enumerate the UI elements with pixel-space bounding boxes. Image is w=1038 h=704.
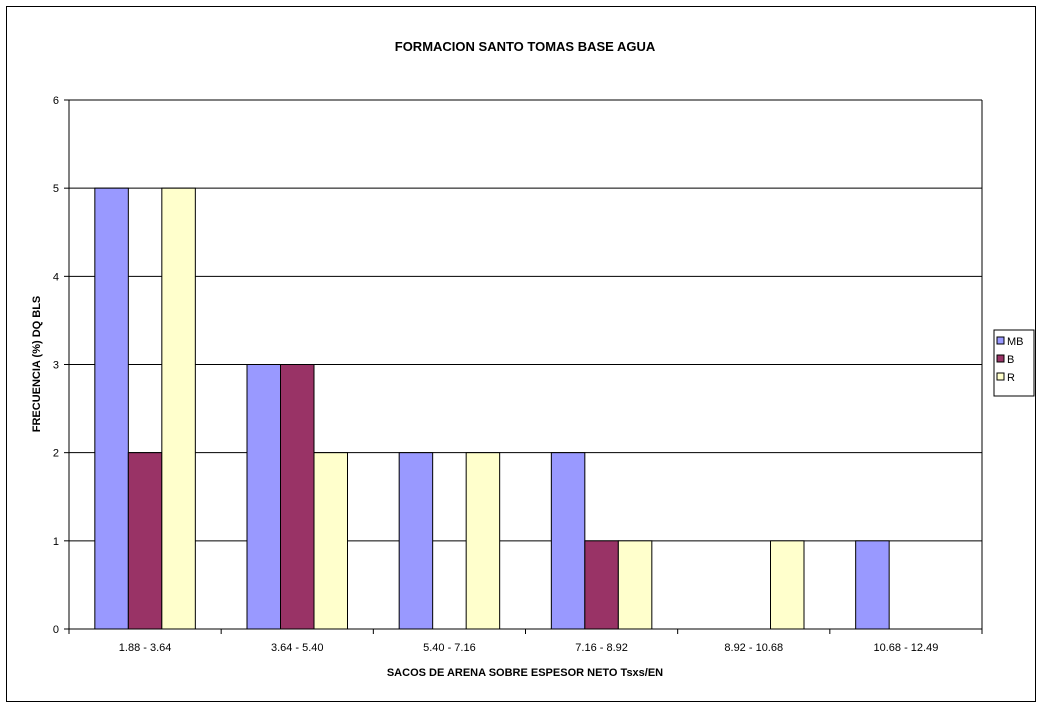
legend-swatch-r [996, 372, 1005, 381]
y-tick-label: 4 [53, 271, 59, 283]
bar-b [280, 364, 315, 630]
bar-mb [246, 364, 281, 630]
bar-r [313, 452, 348, 630]
bar-mb [855, 540, 890, 630]
legend-label-r: R [1007, 372, 1015, 384]
bar-mb [398, 452, 434, 630]
x-axis-title: SACOS DE ARENA SOBRE ESPESOR NETO Tsxs/E… [387, 667, 663, 679]
bar-b [127, 452, 163, 630]
bar-mb [94, 187, 129, 630]
y-axis-title: FRECUENCIA (%) DQ BLS [31, 296, 43, 432]
x-tick-label: 1.88 - 3.64 [119, 642, 172, 654]
bar-r [161, 187, 196, 630]
x-tick-label: 5.40 - 7.16 [423, 642, 476, 654]
bar-r [770, 540, 805, 630]
legend-swatch-b [996, 354, 1005, 363]
y-tick-label: 2 [53, 448, 59, 460]
legend-label-b: B [1007, 354, 1014, 366]
x-tick-label: 3.64 - 5.40 [271, 642, 324, 654]
bar-b [584, 540, 619, 630]
bar-r [465, 452, 501, 630]
legend: MB BR [993, 329, 1035, 397]
x-tick-label: 8.92 - 10.68 [724, 642, 783, 654]
y-tick-label: 3 [53, 360, 59, 372]
y-tick-label: 6 [53, 95, 59, 107]
x-tick-label: 7.16 - 8.92 [575, 642, 628, 654]
bar-r [617, 540, 653, 630]
plot-area [64, 99, 983, 634]
chart-title: FORMACION SANTO TOMAS BASE AGUA [395, 39, 656, 54]
y-tick-label: 1 [53, 536, 59, 548]
legend-label-mb: MB [1007, 336, 1024, 348]
y-tick-label: 5 [53, 183, 59, 195]
bar-mb [550, 452, 586, 630]
legend-swatch-mb [996, 336, 1005, 345]
x-tick-label: 10.68 - 12.49 [873, 642, 938, 654]
y-tick-label: 0 [53, 624, 59, 636]
